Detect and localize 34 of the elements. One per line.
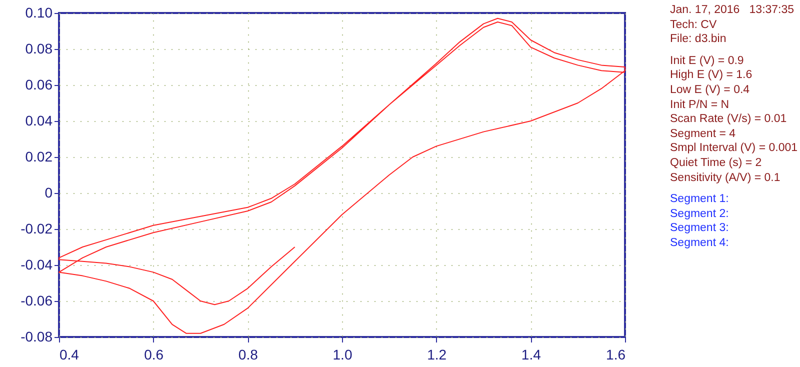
text: Segment 1: bbox=[670, 192, 730, 207]
text: Segment 3: bbox=[670, 221, 730, 236]
y-tick-label: -0.02 bbox=[20, 220, 53, 236]
text: Smpl Interval (V) = 0.001 bbox=[670, 141, 798, 156]
x-tick-label: 1.4 bbox=[521, 346, 542, 362]
text: Low E (V) = 0.4 bbox=[670, 82, 751, 98]
y-tick-label: 0.02 bbox=[25, 148, 53, 164]
x-tick-label: 0.6 bbox=[144, 346, 164, 362]
x-tick-label: 0.8 bbox=[238, 346, 258, 362]
line-series bbox=[58, 18, 626, 334]
y-tick-label: 0.06 bbox=[25, 76, 53, 92]
text: Init E (V) = 0.9 bbox=[670, 54, 745, 68]
y-tick-label: 0 bbox=[44, 184, 53, 200]
text: Tech: CV bbox=[670, 18, 718, 32]
y-tick-label: 0.08 bbox=[25, 40, 53, 56]
text: Segment 4: bbox=[670, 236, 730, 250]
text: File: d3.bin bbox=[670, 32, 728, 47]
text: Jan. 17, 2016 13:37:35 bbox=[670, 3, 796, 18]
y-tick-label: 0.04 bbox=[25, 112, 53, 128]
x-tick-label: 1.2 bbox=[427, 346, 447, 362]
text: Scan Rate (V/s) = 0.01 bbox=[670, 112, 788, 127]
text: Segment 2: bbox=[670, 206, 730, 222]
y-tick-label: 0.10 bbox=[25, 4, 53, 20]
text: Sensitivity (A/V) = 0.1 bbox=[670, 170, 782, 186]
text: Quiet Time (s) = 2 bbox=[670, 156, 763, 171]
y-tick-label: -0.06 bbox=[20, 292, 53, 308]
x-tick-label: 1.0 bbox=[332, 346, 352, 362]
text: High E (V) = 1.6 bbox=[670, 68, 754, 83]
text: Segment = 4 bbox=[670, 126, 737, 142]
x-tick-label: 1.6 bbox=[606, 346, 626, 362]
text: Init P/N = N bbox=[670, 98, 730, 112]
y-tick-label: -0.08 bbox=[20, 328, 53, 344]
y-tick-label: -0.04 bbox=[20, 256, 53, 272]
x-tick-label: 0.4 bbox=[60, 346, 80, 362]
